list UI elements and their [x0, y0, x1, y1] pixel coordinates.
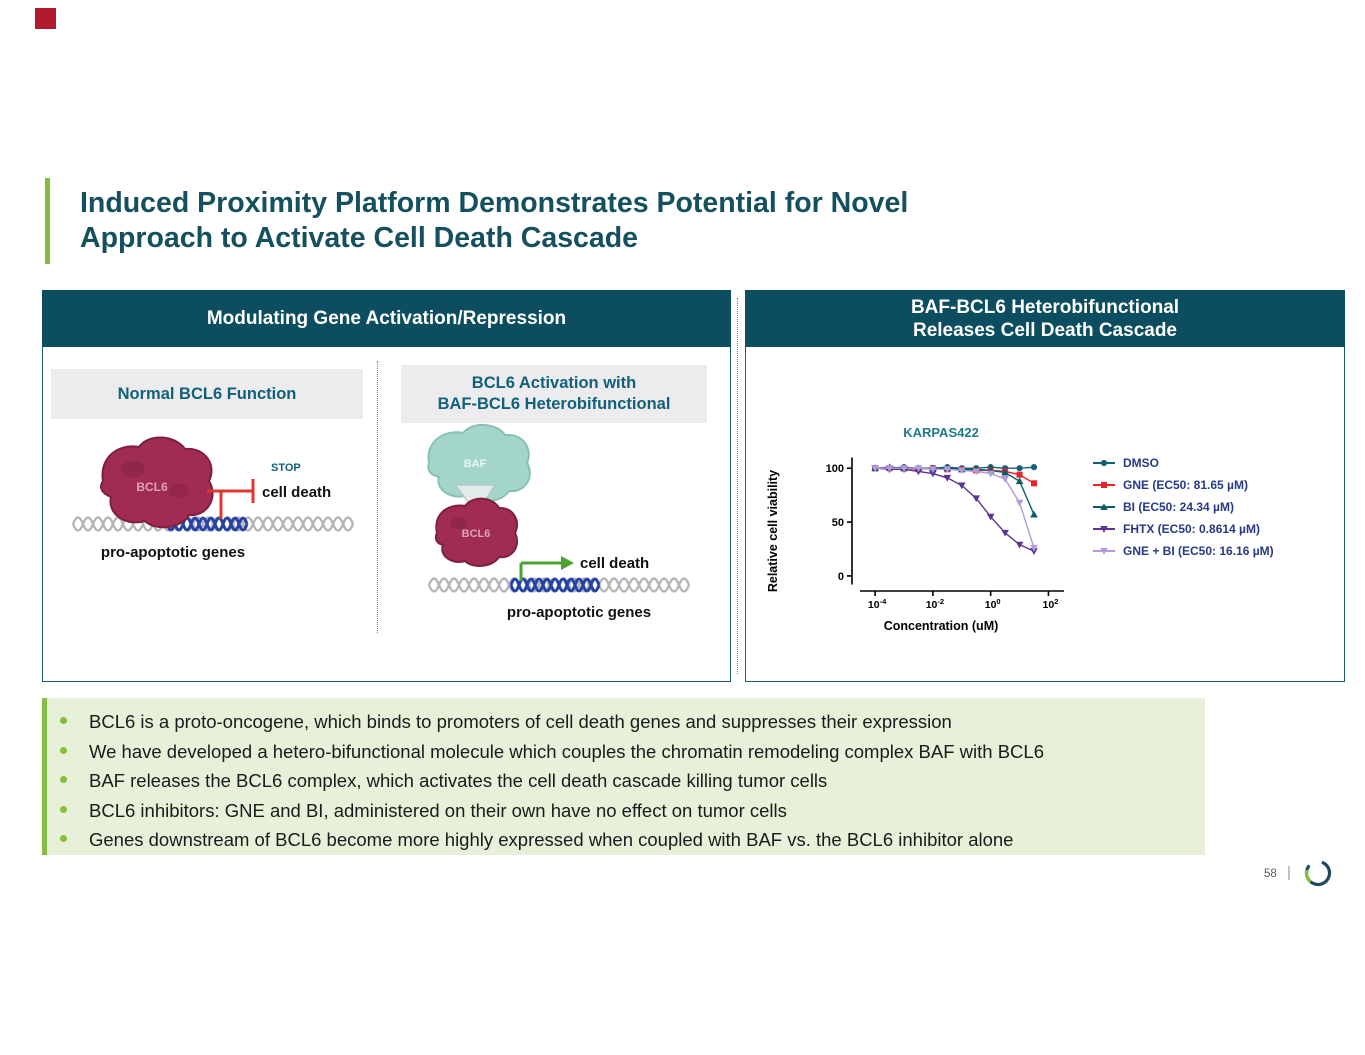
bullet-icon [60, 835, 67, 842]
subheader-normal-bcl6-text: Normal BCL6 Function [117, 384, 297, 403]
bcl6-activation-illustration: BAF BCL6 cell death pro-apoptotic genes [427, 424, 691, 621]
chart-title: KARPAS422 [903, 425, 979, 440]
brand-square-icon [35, 8, 56, 29]
chart-legend: DMSO GNE (EC50: 81.65 µM) BI (EC50: 24.3… [1091, 454, 1274, 560]
dna-genes-segment-icon [509, 577, 601, 593]
legend-row-gne-bi: GNE + BI (EC50: 16.16 µM) [1091, 542, 1274, 560]
activation-arrow-icon [519, 556, 574, 581]
svg-text:50: 50 [832, 517, 844, 529]
right-panel-header: BAF-BCL6 Heterobifunctional Releases Cel… [745, 290, 1345, 347]
bullet-icon [60, 805, 67, 813]
gne-marker-icon [1091, 478, 1117, 492]
baf-protein-blob-icon [427, 424, 531, 503]
blob-texture [450, 517, 468, 529]
page-title: Induced Proximity Platform Demonstrates … [80, 186, 1130, 256]
right-panel: BAF-BCL6 Heterobifunctional Releases Cel… [745, 290, 1345, 682]
svg-text:102: 102 [1043, 597, 1059, 611]
chart-y-axis-label: Relative cell viability [766, 469, 780, 593]
baf-label: BAF [464, 458, 487, 470]
blob-texture [169, 484, 189, 498]
svg-text:0: 0 [838, 571, 844, 583]
right-panel-header-line2: Releases Cell Death Cascade [912, 319, 1178, 341]
cell-death-label: cell death [262, 484, 331, 501]
pro-apoptotic-genes-label: pro-apoptotic genes [101, 544, 245, 561]
blob-texture [121, 461, 145, 477]
bullet-icon [60, 717, 67, 724]
bcl6-label: BCL6 [462, 528, 491, 540]
bullet-text: BAF releases the BCL6 complex, which act… [89, 770, 828, 791]
right-panel-header-line1: BAF-BCL6 Heterobifunctional [910, 296, 1180, 318]
stop-label: STOP [271, 462, 301, 474]
bullets-list: BCL6 is a proto-oncogene, which binds to… [42, 698, 1205, 855]
page-title-line2: Approach to Activate Cell Death Cascade [80, 222, 639, 254]
bcl6-label: BCL6 [136, 480, 168, 494]
dotted-divider [737, 298, 738, 674]
legend-row-dmso: DMSO [1091, 454, 1274, 472]
dose-response-chart: 0 50 100 10-4 10-2 100 102 [826, 457, 1064, 611]
dotted-divider [377, 361, 378, 633]
dna-strand-icon [71, 516, 355, 532]
bullet-item: BCL6 is a proto-oncogene, which binds to… [60, 707, 1195, 737]
bullet-text: Genes downstream of BCL6 become more hig… [89, 829, 1014, 850]
left-panel-header: Modulating Gene Activation/Repression [42, 290, 731, 347]
fhtx-marker-icon [1091, 522, 1117, 536]
legend-label-dmso: DMSO [1123, 456, 1159, 470]
subheader-bcl6-activation: BCL6 Activation with BAF-BCL6 Heterobifu… [401, 365, 707, 423]
legend-label-gne-bi: GNE + BI (EC50: 16.16 µM) [1123, 544, 1274, 558]
key-points-box: BCL6 is a proto-oncogene, which binds to… [42, 698, 1205, 855]
left-panel: Modulating Gene Activation/Repression No… [42, 290, 731, 682]
bcl6-protein-blob-icon [434, 497, 518, 567]
svg-text:10-2: 10-2 [926, 597, 944, 611]
pro-apoptotic-genes-label: pro-apoptotic genes [507, 604, 651, 621]
cell-death-label: cell death [580, 555, 649, 572]
bullet-text: BCL6 is a proto-oncogene, which binds to… [89, 711, 952, 732]
bullet-text: We have developed a hetero-bifunctional … [89, 740, 1044, 762]
legend-row-gne: GNE (EC50: 81.65 µM) [1091, 476, 1274, 494]
legend-label-bi: BI (EC50: 24.34 µM) [1123, 500, 1234, 514]
company-logo-icon [1304, 859, 1332, 887]
legend-label-fhtx: FHTX (EC50: 0.8614 µM) [1123, 522, 1260, 536]
bullet-icon [60, 746, 67, 754]
normal-bcl6-illustration: BCL6 STOP cell death pro-apoptotic genes [71, 436, 355, 561]
subheader-activation-line1: BCL6 Activation with [471, 374, 637, 392]
legend-row-bi: BI (EC50: 24.34 µM) [1091, 498, 1274, 516]
svg-text:100: 100 [985, 597, 1001, 611]
title-accent-bar [45, 178, 50, 264]
bullets-accent-bar [42, 698, 47, 855]
bullet-text: BCL6 inhibitors: GNE and BI, administere… [89, 799, 787, 821]
bullet-item: BAF releases the BCL6 complex, which act… [60, 766, 1195, 796]
bi-marker-icon [1091, 500, 1117, 514]
footer-separator: | [1287, 864, 1291, 881]
subheader-normal-bcl6: Normal BCL6 Function [51, 369, 363, 419]
bullet-icon [60, 776, 67, 783]
inhibition-tbar-icon [207, 479, 255, 519]
bcl6-protein-blob-icon [100, 436, 214, 529]
page-title-line1: Induced Proximity Platform Demonstrates … [80, 187, 909, 219]
chart-x-axis-label: Concentration (uM) [883, 619, 999, 633]
legend-label-gne: GNE (EC50: 81.65 µM) [1123, 478, 1248, 492]
svg-text:10-4: 10-4 [868, 597, 887, 611]
dmso-marker-icon [1091, 456, 1117, 470]
bullet-item: BCL6 inhibitors: GNE and BI, administere… [60, 796, 1195, 826]
bullet-item: We have developed a hetero-bifunctional … [60, 737, 1195, 767]
gne-bi-marker-icon [1091, 544, 1117, 558]
bullet-item: Genes downstream of BCL6 become more hig… [60, 825, 1195, 855]
legend-row-fhtx: FHTX (EC50: 0.8614 µM) [1091, 520, 1274, 538]
subheader-activation-line2: BAF-BCL6 Heterobifunctional [437, 395, 671, 413]
svg-text:100: 100 [826, 463, 844, 475]
left-panel-header-text: Modulating Gene Activation/Repression [206, 308, 567, 329]
page-number: 58 [1264, 868, 1277, 880]
